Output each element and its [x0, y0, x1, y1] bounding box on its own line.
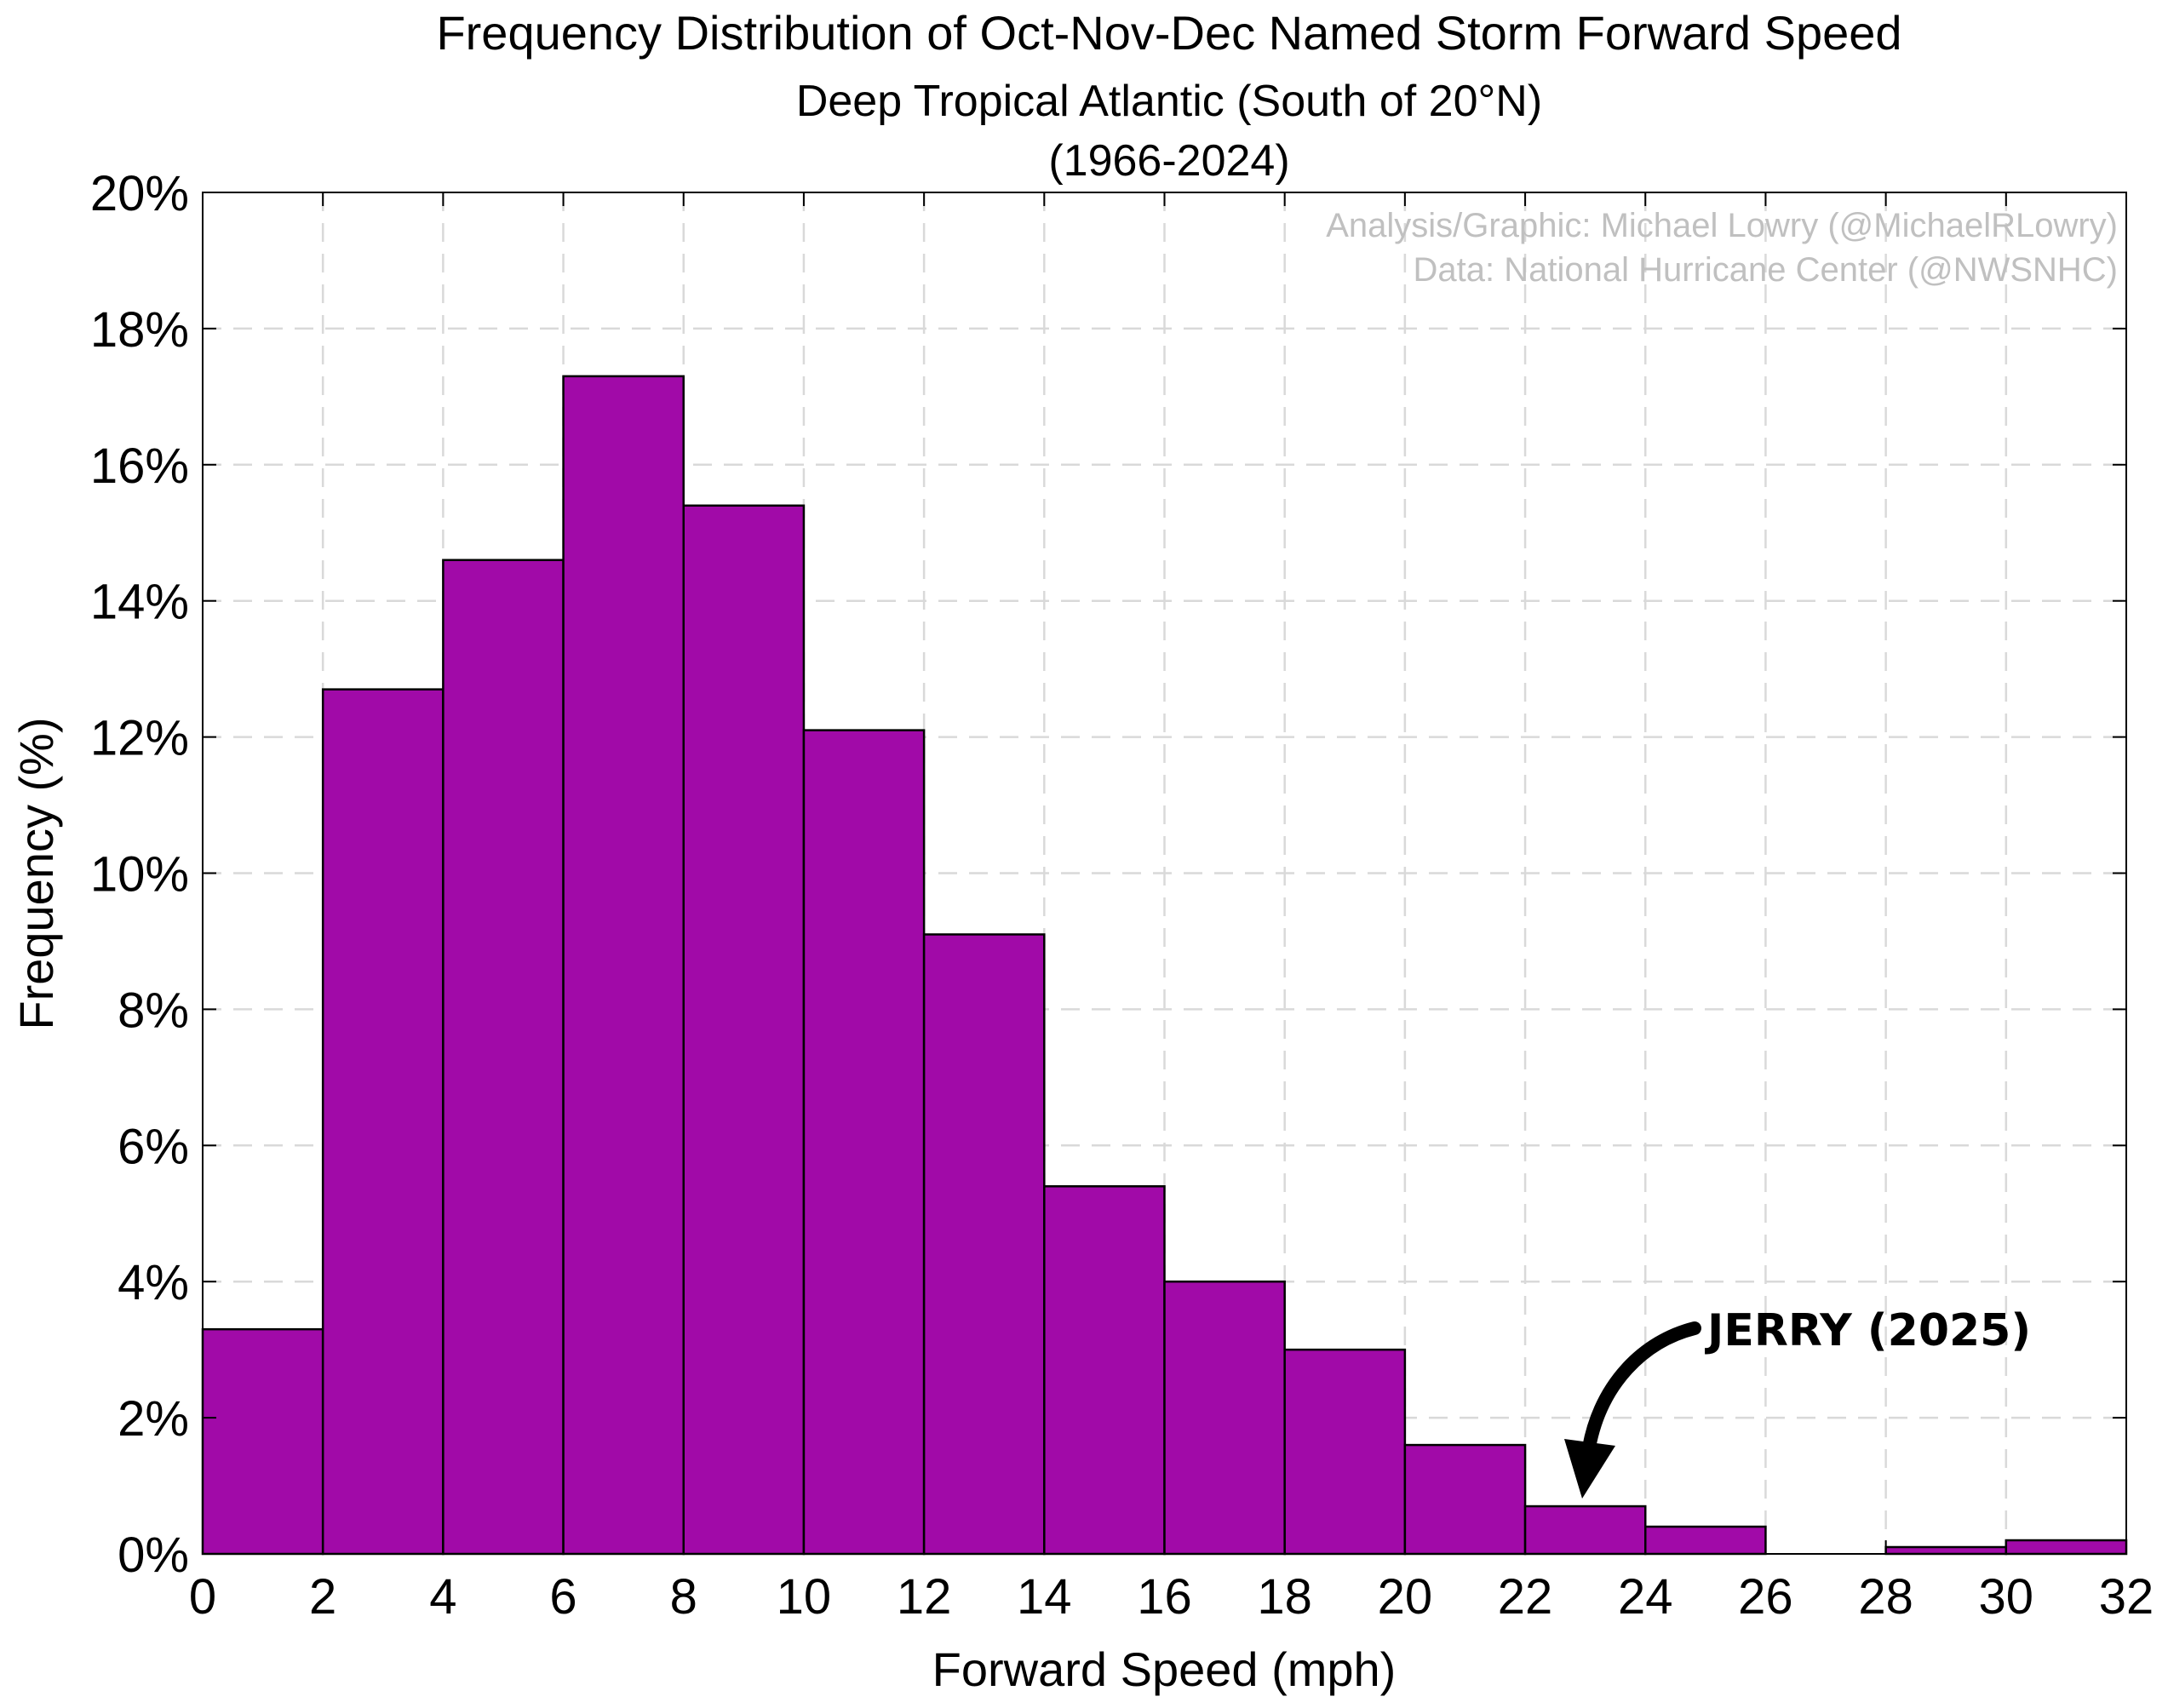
chart-subtitle: Deep Tropical Atlantic (South of 20°N): [796, 77, 1542, 126]
x-tick-label: 0: [189, 1569, 216, 1625]
annotation-label: JERRY (2025): [1705, 1305, 2031, 1356]
y-tick-label: 2%: [118, 1391, 189, 1447]
annotation-arrow-icon: [1582, 1321, 1701, 1454]
histogram-bar: [922, 933, 1046, 1556]
histogram-bar: [682, 504, 806, 1556]
y-tick-label: 14%: [90, 575, 189, 630]
x-tick-label: 12: [897, 1569, 952, 1625]
histogram-bar: [562, 375, 685, 1556]
x-tick-label: 2: [309, 1569, 336, 1625]
storm-annotation: JERRY (2025): [1564, 1305, 2031, 1499]
y-tick-label: 10%: [90, 847, 189, 903]
bars: [201, 375, 2128, 1556]
y-tick-label: 6%: [118, 1119, 189, 1174]
x-tick-label: 6: [549, 1569, 576, 1625]
x-tick-label: 18: [1257, 1569, 1312, 1625]
y-tick-label: 0%: [118, 1527, 189, 1583]
credit-line-data: Data: National Hurricane Center (@NWSNHC…: [1414, 251, 2119, 289]
y-tick-label: 12%: [90, 711, 189, 766]
x-tick-label: 10: [777, 1569, 832, 1625]
histogram-bar: [1884, 1545, 2008, 1556]
grid-lines: [203, 192, 2126, 1554]
chart-title: Frequency Distribution of Oct-Nov-Dec Na…: [436, 6, 1901, 60]
histogram-bar: [1163, 1280, 1286, 1556]
histogram-bar: [321, 688, 444, 1556]
x-tick-label: 16: [1137, 1569, 1192, 1625]
histogram-bar: [1043, 1185, 1166, 1556]
y-axis-label: Frequency (%): [9, 717, 63, 1029]
x-tick-label: 24: [1618, 1569, 1673, 1625]
credit-line-analysis: Analysis/Graphic: Michael Lowry (@Michae…: [1326, 207, 2118, 244]
y-tick-label: 16%: [90, 438, 189, 494]
x-tick-label: 14: [1017, 1569, 1072, 1625]
y-tick-label: 20%: [90, 166, 189, 221]
y-tick-label: 18%: [90, 302, 189, 358]
x-tick-label: 22: [1498, 1569, 1553, 1625]
histogram-bar: [442, 559, 565, 1556]
histogram-bar: [802, 729, 926, 1556]
histogram-bar: [2005, 1539, 2128, 1556]
x-axis-label: Forward Speed (mph): [932, 1642, 1397, 1696]
x-tick-label: 4: [429, 1569, 456, 1625]
histogram-bar: [1403, 1443, 1527, 1556]
chart-period: (1966-2024): [1048, 136, 1289, 186]
histogram-bar: [201, 1327, 324, 1556]
x-tick-label: 8: [670, 1569, 697, 1625]
y-axis-ticks: 0% 2% 4% 6% 8% 10% 12% 14% 16% 18% 20%: [90, 166, 2126, 1583]
y-tick-label: 8%: [118, 983, 189, 1038]
y-tick-label: 4%: [118, 1255, 189, 1310]
x-tick-label: 28: [1858, 1569, 1913, 1625]
histogram-bar: [1644, 1525, 1767, 1556]
histogram-bar: [1283, 1348, 1407, 1556]
annotation-arrowhead: [1564, 1439, 1615, 1499]
x-tick-label: 20: [1378, 1569, 1433, 1625]
x-tick-label: 26: [1738, 1569, 1793, 1625]
x-tick-label: 30: [1979, 1569, 2034, 1625]
histogram-bar: [1523, 1505, 1647, 1556]
x-axis-ticks: 0 2 4 6 8 10 12 14 16 18 20 22 24 26 28 30 32: [189, 192, 2154, 1625]
x-tick-label: 32: [2099, 1569, 2154, 1625]
